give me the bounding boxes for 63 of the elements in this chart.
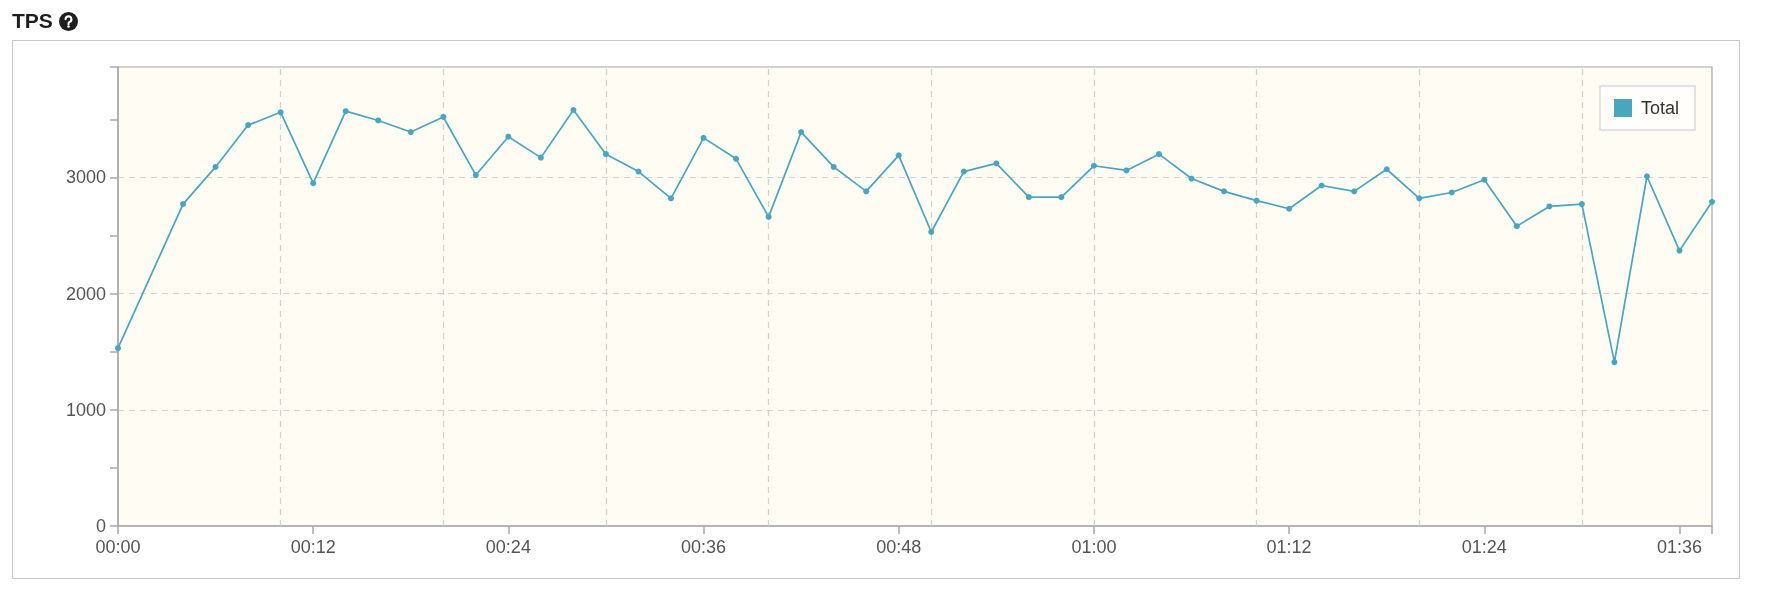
point	[375, 117, 382, 124]
point	[1448, 189, 1455, 196]
point	[570, 107, 577, 113]
y-tick-label: 0	[95, 516, 106, 536]
x-tick-label: 00:36	[681, 537, 727, 557]
point	[1318, 182, 1325, 189]
point	[700, 134, 707, 141]
point	[1578, 201, 1585, 208]
point	[1416, 195, 1423, 202]
point	[407, 129, 414, 136]
x-tick-label: 01:24	[1461, 537, 1507, 557]
point	[1025, 194, 1032, 201]
point	[1546, 203, 1553, 210]
point	[537, 154, 544, 161]
point	[245, 122, 252, 129]
point	[635, 168, 642, 175]
y-tick-label: 2000	[65, 283, 106, 304]
point	[1286, 205, 1293, 212]
point	[505, 133, 512, 140]
x-tick-label: 01:36	[1656, 537, 1702, 557]
point	[602, 151, 609, 158]
point	[1481, 176, 1488, 183]
point	[765, 213, 772, 220]
point	[1351, 188, 1358, 195]
x-tick-label: 00:00	[95, 537, 141, 557]
point	[1188, 175, 1195, 182]
chart-title: TPS	[12, 9, 53, 33]
x-tick-label: 01:00	[1071, 537, 1117, 557]
x-tick-label: 01:12	[1266, 537, 1312, 557]
point	[1221, 188, 1228, 195]
legend-label: Total	[1640, 98, 1680, 118]
point	[472, 172, 479, 179]
point	[1611, 359, 1618, 366]
point	[1155, 151, 1162, 158]
point	[310, 180, 317, 187]
point	[1253, 197, 1260, 204]
point	[960, 168, 967, 175]
point	[1058, 194, 1065, 201]
point	[733, 155, 740, 162]
point	[798, 129, 805, 136]
point	[1643, 173, 1650, 180]
point	[830, 163, 837, 170]
point	[115, 345, 121, 352]
point	[928, 229, 935, 236]
x-tick-label: 00:24	[485, 537, 531, 557]
point	[668, 195, 675, 202]
x-tick-label: 00:48	[876, 537, 922, 557]
point	[1090, 162, 1097, 169]
point	[863, 188, 870, 195]
point	[440, 113, 447, 120]
point	[212, 163, 219, 170]
point	[895, 152, 902, 159]
point	[1383, 166, 1390, 173]
y-tick-label: 3000	[65, 167, 106, 188]
x-tick-label: 00:12	[290, 537, 336, 557]
point	[1709, 198, 1715, 205]
point	[342, 108, 349, 115]
point	[1123, 167, 1130, 174]
point	[180, 201, 187, 208]
point	[1513, 223, 1520, 230]
y-tick-label: 1000	[65, 399, 106, 420]
point	[277, 109, 284, 116]
point	[1676, 247, 1683, 254]
